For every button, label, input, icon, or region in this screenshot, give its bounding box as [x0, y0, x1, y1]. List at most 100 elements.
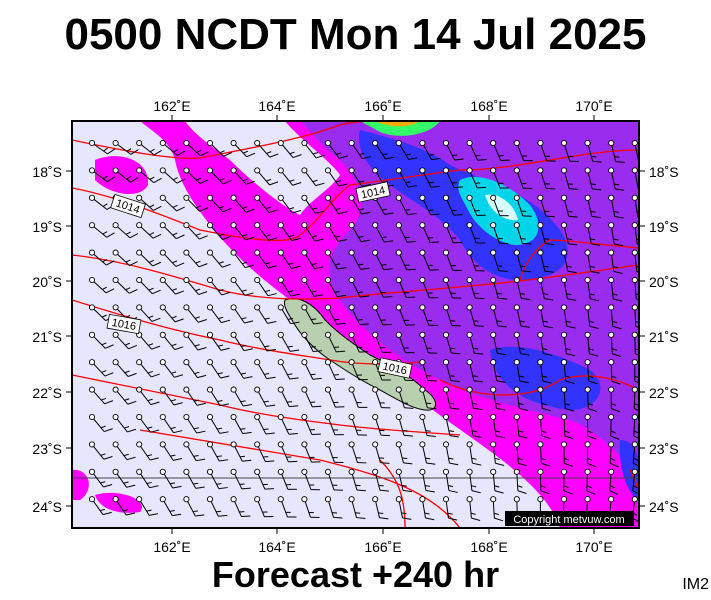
wind-barb: [372, 139, 395, 160]
wind-barb: [608, 359, 621, 385]
wind-barb: [631, 276, 639, 301]
wind-barb: [372, 441, 390, 464]
wind-barb: [254, 468, 274, 490]
wind-barb: [159, 496, 182, 517]
wind-barb: [466, 331, 484, 355]
wind-barb: [254, 359, 276, 380]
wind-barb: [372, 249, 393, 271]
wind-barb: [230, 249, 254, 269]
lat-label-right-23: 23˚S: [649, 441, 679, 457]
isobar-label-text: 1016: [382, 361, 408, 378]
wind-core-pale: [485, 194, 518, 221]
wind-barb: [301, 222, 324, 242]
wind-barb: [395, 167, 418, 188]
wind-barb: [466, 304, 484, 327]
wind-barb: [159, 441, 183, 461]
wind-barb: [324, 331, 346, 353]
wind-barb: [254, 441, 275, 463]
wind-barb: [88, 167, 116, 183]
wind-barb: [419, 441, 436, 465]
wind-barb: [112, 222, 139, 239]
wind-barb: [183, 331, 207, 351]
wind-barb: [183, 249, 208, 268]
wind-barb: [324, 222, 347, 242]
wind-barb: [537, 194, 555, 218]
wind-barb: [206, 194, 232, 213]
wind-barb: [112, 496, 136, 516]
wind-barb: [112, 139, 139, 155]
wind-barb: [584, 276, 600, 302]
wind-barb: [608, 386, 620, 413]
wind-barb: [560, 194, 578, 218]
wind-barb: [537, 276, 554, 301]
wind-barb: [277, 249, 301, 269]
lat-label-left-18: 18˚S: [32, 164, 62, 180]
wind-barb: [136, 276, 161, 295]
wind-barb: [584, 441, 596, 468]
wind-barb: [348, 359, 368, 381]
wind-barb: [88, 496, 112, 516]
lon-label-top-170: 170˚E: [575, 98, 612, 114]
wind-barb: [277, 139, 302, 159]
wind-barb: [466, 359, 483, 383]
wind-barb: [513, 304, 530, 328]
wind-barb: [560, 304, 576, 329]
wind-barb: [584, 386, 597, 412]
lat-label-left-21: 21˚S: [32, 329, 62, 345]
wind-barb: [372, 276, 393, 298]
wind-barb: [537, 468, 550, 495]
wind-barb: [136, 304, 161, 322]
wind-barb: [490, 359, 506, 383]
lon-label-bottom-168: 168˚E: [470, 539, 507, 555]
wind-barb: [206, 413, 229, 434]
wind-barb: [254, 194, 278, 214]
wind-barb: [136, 194, 162, 211]
wind-barb: [277, 304, 300, 325]
wind-barb: [513, 331, 530, 356]
wind-barb: [513, 359, 529, 384]
wind-barb: [254, 249, 278, 269]
wind-barb: [584, 222, 601, 246]
wind-gap-light: [185, 121, 340, 215]
lon-label-bottom-166: 166˚E: [364, 539, 401, 555]
wind-barb: [112, 249, 138, 266]
wind-barb: [324, 139, 349, 159]
wind-barb: [136, 496, 159, 516]
copyright-text: Copyright metvuw.com: [513, 514, 624, 526]
wind-barb: [301, 441, 321, 463]
wind-barb: [159, 249, 185, 267]
wind-barb: [372, 468, 389, 492]
wind-barb: [442, 276, 462, 299]
wind-barb: [230, 359, 253, 379]
wind-barb: [560, 222, 578, 246]
wind-barb: [230, 276, 254, 296]
wind-barb: [183, 167, 209, 185]
wind-barb: [466, 496, 481, 521]
wind-barb: [537, 249, 554, 273]
lon-label-bottom-164: 164˚E: [258, 539, 295, 555]
wind-barb: [513, 468, 527, 494]
wind-barb: [608, 194, 624, 219]
wind-barb: [88, 276, 115, 294]
wind-barb: [324, 194, 348, 215]
wind-barb: [584, 331, 599, 357]
wind-barb: [159, 276, 185, 295]
wind-barb: [254, 413, 275, 435]
wind-barb: [230, 413, 252, 435]
wind-barb: [537, 304, 553, 329]
wind-barb: [608, 167, 625, 191]
wind-barb: [419, 222, 440, 244]
wind-barb: [560, 468, 573, 495]
wind-barb: [490, 194, 509, 217]
wind-barb: [112, 276, 138, 294]
wind-barb: [442, 194, 463, 216]
isobar-line: [72, 149, 639, 242]
lat-label-right-21: 21˚S: [649, 329, 679, 345]
wind-barb: [513, 167, 533, 189]
wind-barb: [159, 359, 184, 378]
wind-barb: [372, 304, 392, 326]
wind-barb: [490, 441, 505, 466]
wind-barb: [395, 222, 417, 243]
wind-barb: [324, 276, 347, 298]
wind-barb: [513, 194, 532, 217]
